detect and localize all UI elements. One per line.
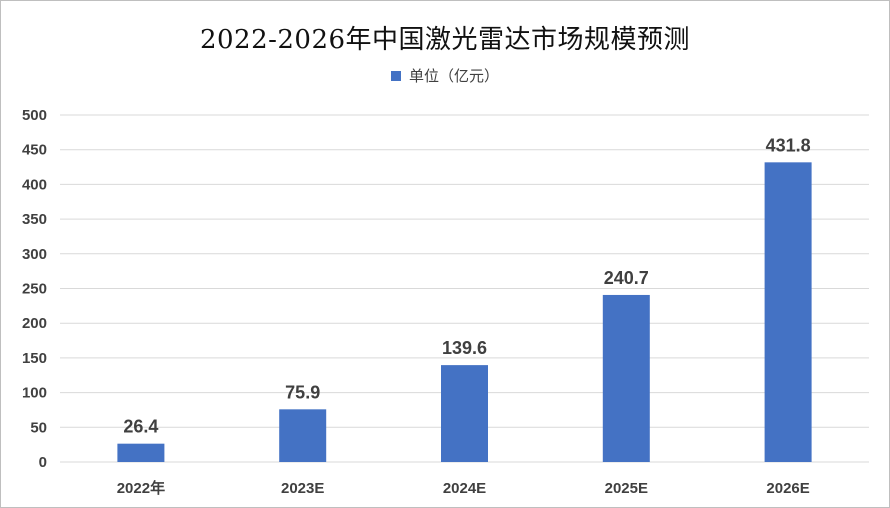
y-tick-label: 0 bbox=[39, 454, 47, 471]
y-tick-label: 100 bbox=[22, 385, 47, 402]
y-tick-label: 150 bbox=[22, 350, 47, 367]
y-tick-label: 350 bbox=[22, 211, 47, 228]
x-category-label: 2026E bbox=[766, 480, 809, 497]
data-label: 240.7 bbox=[604, 268, 649, 288]
legend-swatch bbox=[390, 71, 401, 81]
bar bbox=[441, 365, 488, 462]
y-tick-label: 500 bbox=[22, 107, 47, 124]
data-label: 431.8 bbox=[766, 135, 811, 155]
y-tick-label: 300 bbox=[22, 246, 47, 263]
x-category-label: 2023E bbox=[281, 480, 324, 497]
bar bbox=[279, 409, 327, 462]
y-tick-label: 400 bbox=[22, 176, 47, 193]
bar bbox=[602, 294, 650, 462]
bar bbox=[117, 443, 165, 462]
legend-label: 单位（亿元） bbox=[408, 67, 499, 85]
x-category-label: 2024E bbox=[443, 480, 486, 497]
y-tick-label: 200 bbox=[22, 315, 47, 332]
data-label: 26.4 bbox=[123, 417, 158, 437]
chart-title: 2022-2026年中国激光雷达市场规模预测 bbox=[199, 25, 691, 55]
bar bbox=[764, 162, 812, 462]
x-category-label: 2022年 bbox=[117, 479, 165, 497]
data-label: 75.9 bbox=[285, 382, 320, 402]
x-category-label: 2025E bbox=[605, 480, 648, 497]
chart-legend: 单位（亿元） bbox=[1, 65, 889, 86]
y-tick-label: 250 bbox=[22, 281, 47, 298]
data-label: 139.6 bbox=[442, 338, 487, 358]
y-tick-label: 450 bbox=[22, 142, 47, 159]
y-tick-label: 50 bbox=[30, 419, 47, 436]
